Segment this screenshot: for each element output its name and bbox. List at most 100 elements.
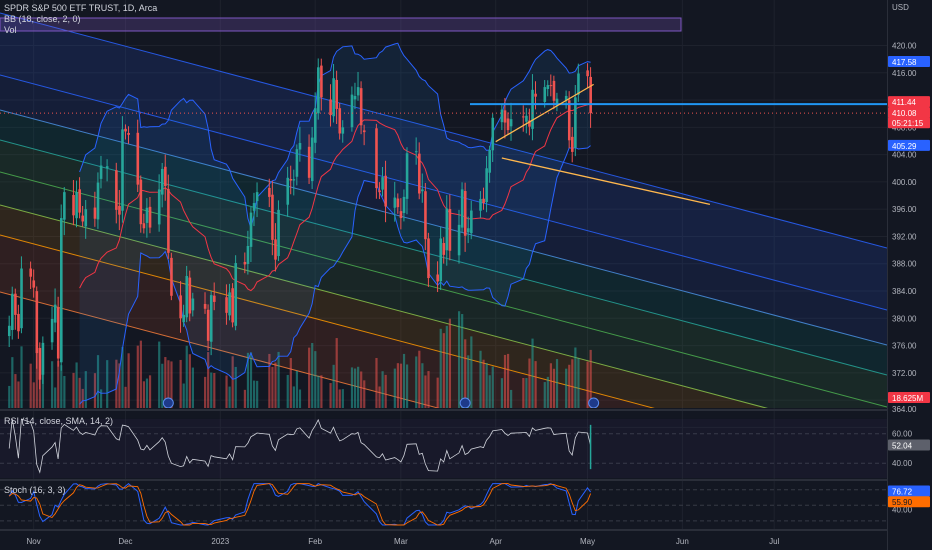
candle[interactable] (546, 80, 550, 97)
candle[interactable] (72, 180, 75, 226)
candle[interactable] (56, 296, 60, 367)
candle[interactable] (115, 162, 118, 224)
candle[interactable] (341, 120, 345, 143)
candle[interactable] (246, 230, 250, 275)
candle[interactable] (286, 166, 290, 217)
candles[interactable] (7, 58, 592, 390)
earnings-flag-icon[interactable] (588, 397, 600, 408)
candle[interactable] (509, 102, 513, 141)
candle[interactable] (402, 189, 406, 222)
candle[interactable] (522, 105, 525, 132)
legend-bb[interactable]: BB (18, close, 2, 0) (4, 14, 81, 24)
candle[interactable] (436, 261, 439, 293)
candle[interactable] (213, 282, 216, 311)
legend-symbol[interactable]: SPDR S&P 500 ETF TRUST, 1D, Arca (4, 3, 158, 13)
candle[interactable] (118, 189, 121, 231)
candle[interactable] (17, 304, 20, 339)
candle[interactable] (359, 81, 363, 135)
candle[interactable] (271, 180, 274, 256)
candle[interactable] (442, 237, 446, 264)
candle[interactable] (482, 187, 485, 210)
candle[interactable] (405, 147, 409, 215)
candle[interactable] (393, 181, 397, 222)
candle[interactable] (399, 198, 403, 230)
candle[interactable] (375, 123, 378, 199)
candle[interactable] (167, 174, 170, 259)
candle[interactable] (7, 315, 11, 348)
candle[interactable] (418, 142, 421, 200)
candle[interactable] (307, 134, 311, 184)
trend-line[interactable] (501, 157, 711, 206)
candle[interactable] (32, 269, 36, 298)
candle[interactable] (564, 90, 568, 109)
price-axis-bg[interactable] (888, 0, 932, 550)
candle[interactable] (427, 232, 430, 287)
candle[interactable] (525, 107, 528, 134)
candle[interactable] (479, 191, 482, 218)
candle[interactable] (356, 71, 360, 101)
dividend-flag-icon[interactable] (162, 397, 174, 408)
candle[interactable] (209, 290, 213, 356)
candle[interactable] (170, 252, 173, 301)
candle[interactable] (470, 200, 473, 240)
candle[interactable] (491, 113, 495, 162)
candle[interactable] (145, 198, 149, 238)
candle[interactable] (384, 160, 387, 223)
candle[interactable] (249, 207, 253, 262)
candle[interactable] (203, 292, 207, 314)
candle[interactable] (164, 154, 167, 201)
candle[interactable] (11, 286, 14, 340)
drawings[interactable] (0, 17, 887, 408)
candle[interactable] (424, 183, 427, 251)
candle[interactable] (488, 145, 491, 183)
candle[interactable] (329, 84, 332, 127)
candle[interactable] (255, 182, 259, 218)
candle[interactable] (317, 58, 320, 120)
candle[interactable] (335, 70, 338, 124)
candle[interactable] (53, 288, 57, 333)
candle[interactable] (185, 265, 189, 323)
candle[interactable] (571, 127, 574, 163)
candle[interactable] (439, 226, 443, 290)
candle[interactable] (289, 165, 293, 195)
candle[interactable] (96, 172, 100, 229)
candle[interactable] (555, 92, 559, 112)
candle[interactable] (350, 86, 354, 132)
candle[interactable] (206, 304, 210, 351)
candle[interactable] (295, 144, 299, 186)
candle[interactable] (29, 261, 32, 290)
candle[interactable] (414, 137, 418, 165)
candle[interactable] (121, 116, 124, 223)
candle[interactable] (75, 180, 78, 228)
time-axis-bg[interactable] (0, 531, 887, 550)
candle[interactable] (41, 336, 45, 384)
candle[interactable] (243, 252, 247, 274)
candle[interactable] (20, 256, 23, 334)
candle[interactable] (99, 155, 103, 189)
candle[interactable] (105, 159, 109, 182)
candle[interactable] (139, 175, 143, 233)
candle[interactable] (148, 197, 152, 234)
candle[interactable] (396, 193, 400, 214)
candle[interactable] (231, 283, 234, 328)
candle[interactable] (549, 74, 553, 97)
candle[interactable] (277, 200, 280, 262)
candle[interactable] (188, 270, 192, 322)
candle[interactable] (313, 92, 317, 154)
legend-stoch[interactable]: Stoch (16, 3, 3) (4, 485, 66, 495)
candle[interactable] (225, 284, 228, 325)
candle[interactable] (574, 84, 577, 157)
candle[interactable] (589, 67, 592, 128)
candle[interactable] (506, 112, 510, 135)
dividend-flag-icon[interactable] (459, 397, 471, 408)
candle[interactable] (310, 127, 314, 190)
candle[interactable] (63, 187, 66, 236)
candle[interactable] (445, 195, 449, 266)
legend-vol[interactable]: Vol (4, 25, 17, 35)
candle[interactable] (448, 194, 452, 261)
candle[interactable] (463, 182, 467, 252)
candle[interactable] (338, 103, 342, 140)
candle[interactable] (60, 204, 63, 371)
candle[interactable] (93, 191, 97, 227)
